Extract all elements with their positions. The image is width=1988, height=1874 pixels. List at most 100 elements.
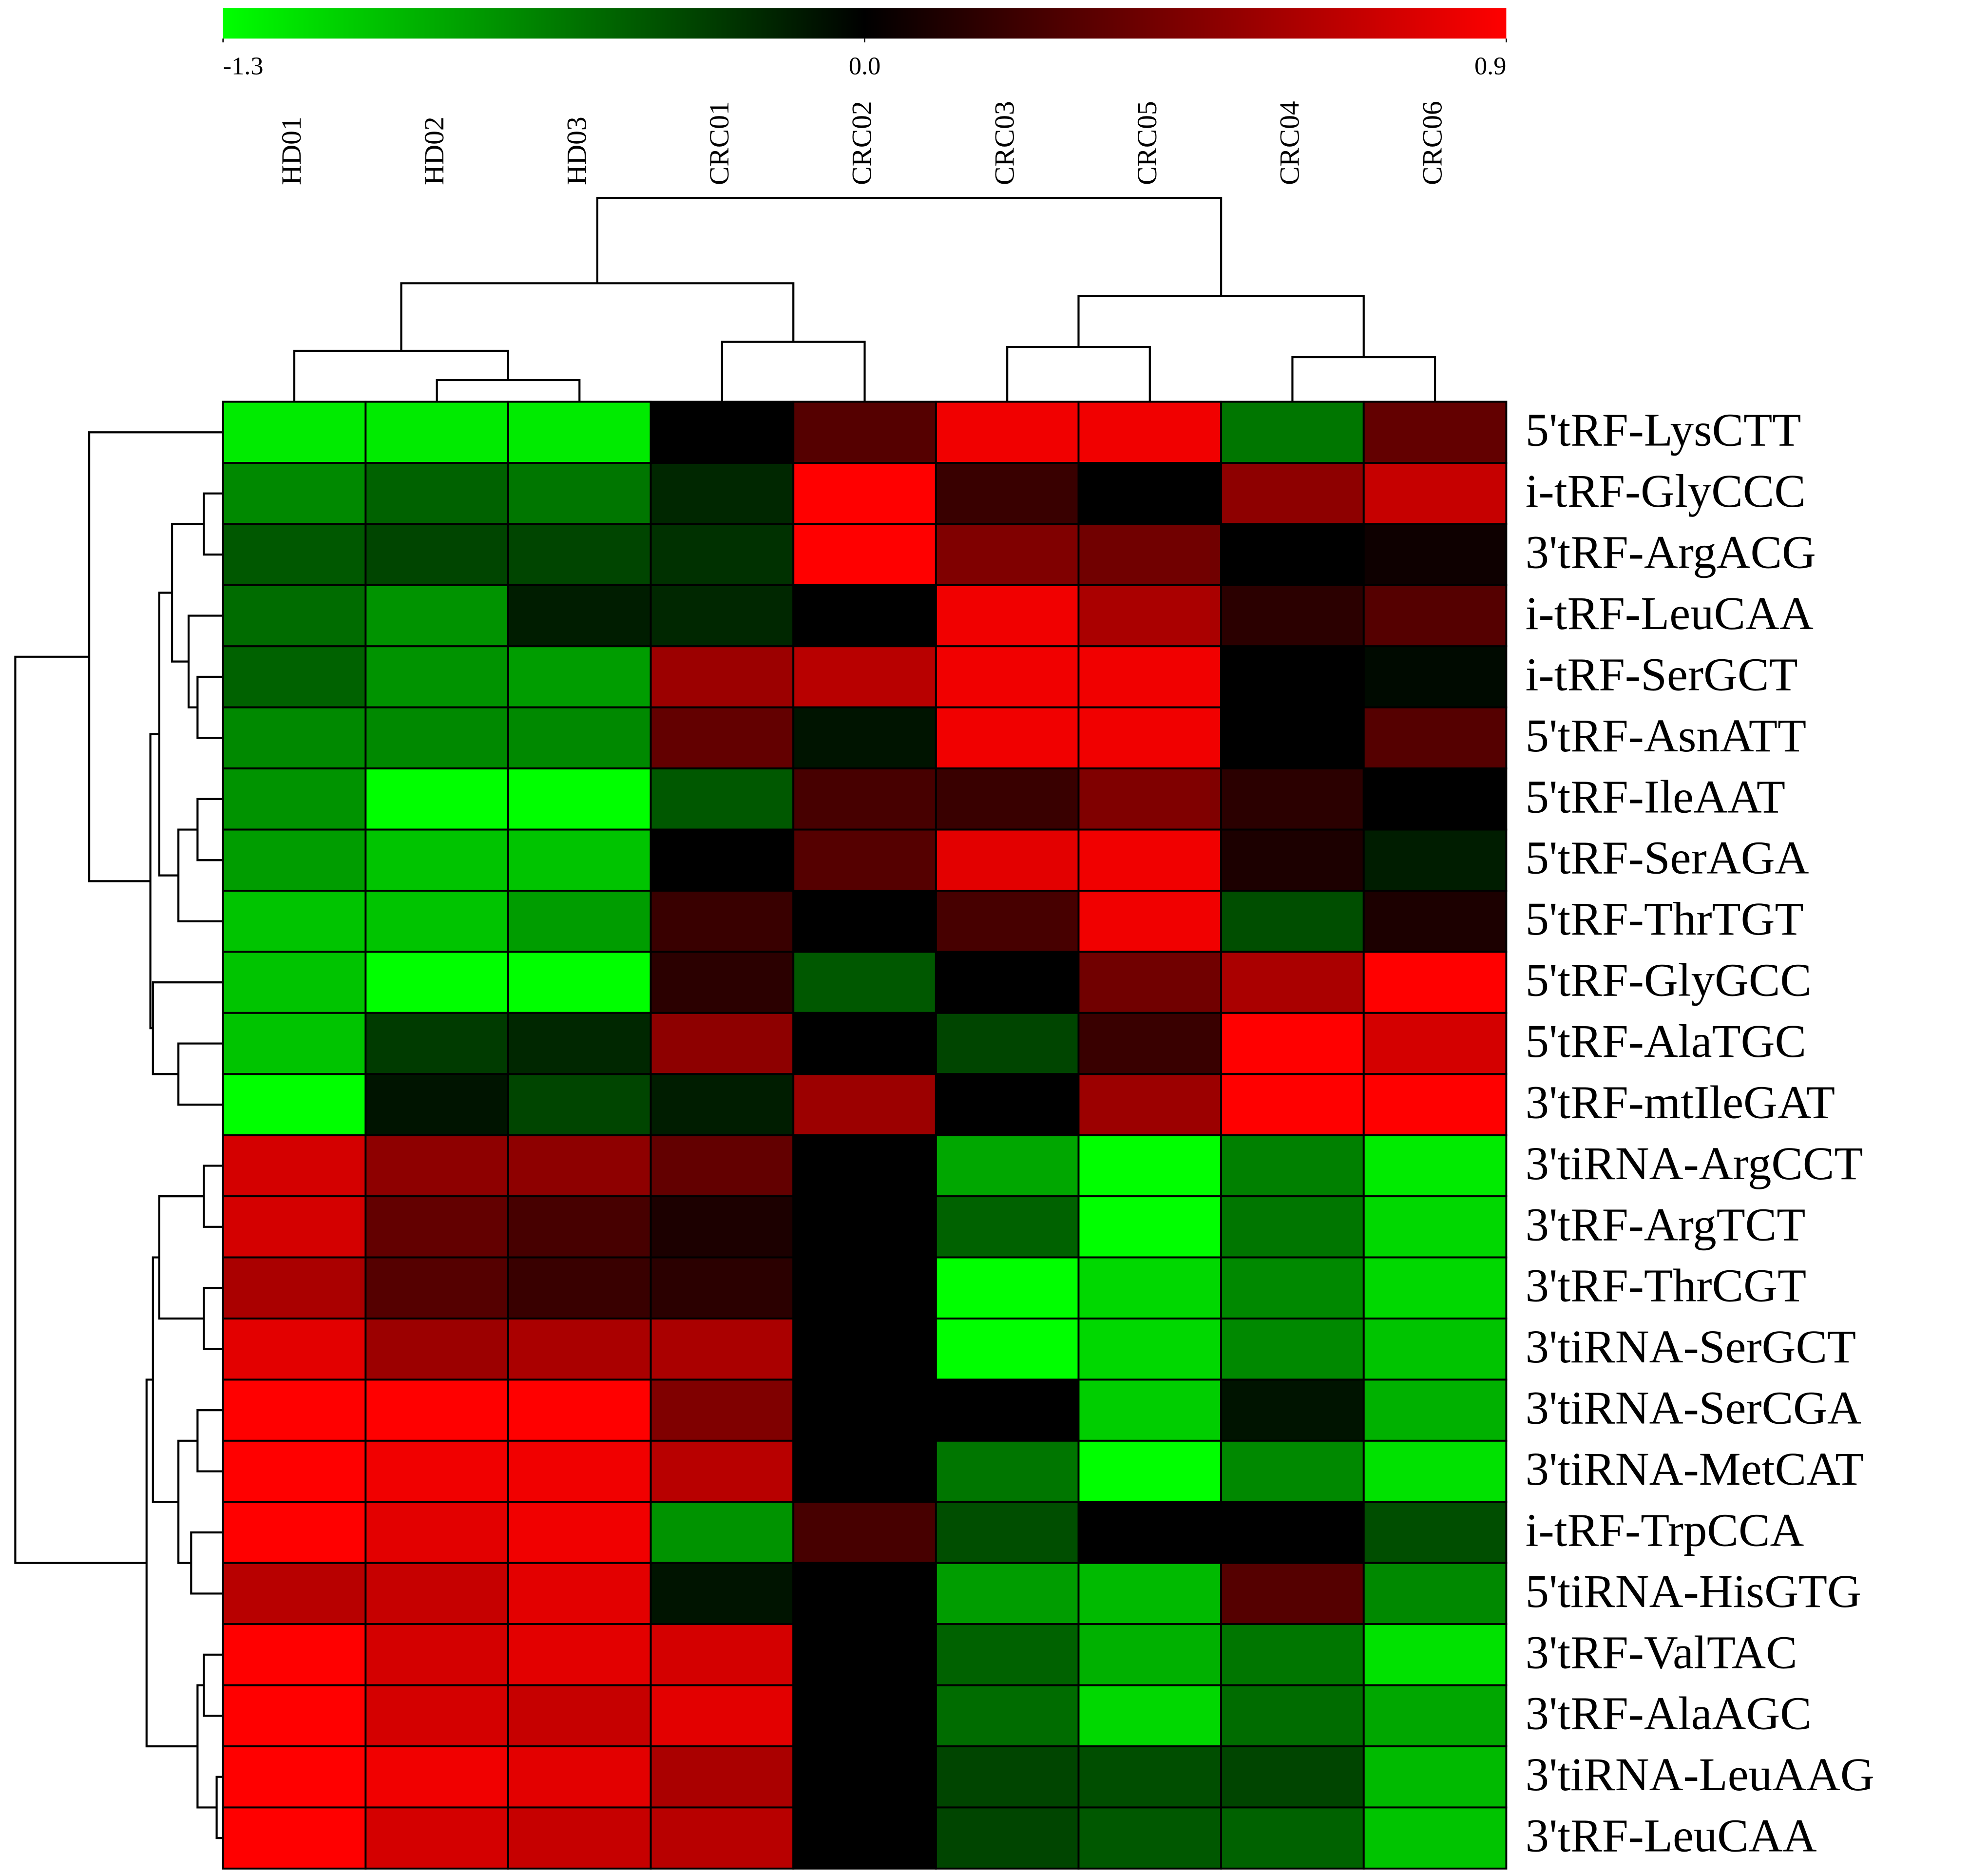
heat-cell bbox=[1077, 1012, 1223, 1075]
heat-cell bbox=[507, 767, 652, 831]
heat-cell bbox=[1220, 951, 1365, 1014]
heat-cell bbox=[364, 828, 509, 892]
column-label: HD01 bbox=[276, 116, 307, 185]
heat-cell bbox=[507, 1501, 652, 1564]
heat-cell bbox=[792, 401, 937, 464]
heat-cell bbox=[1362, 1806, 1508, 1870]
heat-cell bbox=[222, 462, 367, 525]
heat-cell bbox=[650, 1745, 795, 1809]
dendrogram-branch bbox=[177, 1439, 198, 1564]
heat-cell bbox=[1220, 523, 1365, 586]
heat-cell bbox=[222, 523, 367, 586]
dendrogram-branch bbox=[158, 1195, 204, 1320]
heat-cell bbox=[222, 951, 367, 1014]
column-label: CRC01 bbox=[704, 101, 735, 185]
heat-cell bbox=[935, 1806, 1080, 1870]
heat-cell bbox=[792, 1745, 937, 1809]
row-label: 5'tRF-AlaTGC bbox=[1526, 1015, 1806, 1067]
heat-cell bbox=[1220, 401, 1365, 464]
heat-cell bbox=[364, 951, 509, 1014]
heat-cell bbox=[1362, 890, 1508, 953]
heat-cell bbox=[507, 1318, 652, 1381]
heat-cell bbox=[364, 1562, 509, 1625]
heat-cell bbox=[1362, 706, 1508, 770]
heat-cell bbox=[222, 1195, 367, 1259]
heat-cell bbox=[1077, 1501, 1223, 1564]
heat-cell bbox=[1362, 1012, 1508, 1075]
heat-cell bbox=[935, 890, 1080, 953]
heat-cell bbox=[222, 1378, 367, 1442]
heat-cell bbox=[1362, 1256, 1508, 1319]
heat-cell bbox=[1220, 1012, 1365, 1075]
heat-cell bbox=[1077, 523, 1223, 586]
heat-cell bbox=[935, 1134, 1080, 1198]
heat-cell bbox=[792, 645, 937, 708]
row-label: 5'tRF-LysCTT bbox=[1526, 404, 1801, 456]
heat-cell bbox=[1077, 1439, 1223, 1503]
heat-cell bbox=[1077, 401, 1223, 464]
heat-cell bbox=[364, 706, 509, 770]
row-label: 3'tRF-ArgTCT bbox=[1526, 1198, 1806, 1250]
heat-cell bbox=[1077, 828, 1223, 892]
heat-cell bbox=[364, 1684, 509, 1747]
heat-cell bbox=[1362, 645, 1508, 708]
heat-cell bbox=[650, 951, 795, 1014]
heat-cell bbox=[507, 401, 652, 464]
heat-cell bbox=[364, 1256, 509, 1319]
heat-cell bbox=[650, 890, 795, 953]
heat-cell bbox=[222, 1806, 367, 1870]
heat-cell bbox=[1220, 1684, 1365, 1747]
heat-cell bbox=[364, 890, 509, 953]
column-label: HD03 bbox=[561, 116, 592, 185]
row-label: 3'tRF-LeuCAA bbox=[1526, 1810, 1817, 1862]
column-label: HD02 bbox=[419, 116, 450, 185]
heat-cell bbox=[1220, 645, 1365, 708]
heat-cell bbox=[1362, 951, 1508, 1014]
dendrogram-branch bbox=[196, 798, 223, 861]
heat-cell bbox=[935, 1684, 1080, 1747]
heat-cell bbox=[364, 1073, 509, 1136]
heat-cell bbox=[364, 401, 509, 464]
heat-cell bbox=[1362, 401, 1508, 464]
dendrogram-branch bbox=[152, 1256, 179, 1503]
heat-cell bbox=[222, 828, 367, 892]
row-label: 3'tiRNA-SerCGA bbox=[1526, 1382, 1861, 1434]
heat-cell bbox=[1077, 1745, 1223, 1809]
heat-cell bbox=[935, 951, 1080, 1014]
heat-cell bbox=[1362, 1745, 1508, 1809]
heat-cell bbox=[222, 706, 367, 770]
heat-cell bbox=[650, 523, 795, 586]
heat-cell bbox=[507, 523, 652, 586]
heat-cell bbox=[1220, 706, 1365, 770]
dendrogram-branch bbox=[14, 655, 147, 1564]
heat-cell bbox=[1077, 1073, 1223, 1136]
heat-cell bbox=[792, 1318, 937, 1381]
heat-cell bbox=[935, 1378, 1080, 1442]
column-label: CRC03 bbox=[989, 101, 1020, 185]
row-label: 5'tRF-GlyGCC bbox=[1526, 954, 1812, 1006]
heat-cell bbox=[1077, 584, 1223, 648]
heat-cell bbox=[650, 1256, 795, 1319]
colorbar bbox=[223, 8, 1507, 39]
heat-cell bbox=[650, 1318, 795, 1381]
heat-cell bbox=[935, 706, 1080, 770]
heat-cell bbox=[1077, 645, 1223, 708]
heat-cell bbox=[1362, 1501, 1508, 1564]
dendrogram-branch bbox=[293, 349, 510, 402]
heat-cell bbox=[507, 828, 652, 892]
heat-cell bbox=[650, 1073, 795, 1136]
heat-cell bbox=[1362, 1073, 1508, 1136]
row-label: i-tRF-LeuCAA bbox=[1526, 587, 1814, 639]
heat-cell bbox=[1362, 1562, 1508, 1625]
heat-cell bbox=[792, 767, 937, 831]
heat-cell bbox=[792, 462, 937, 525]
heat-cell bbox=[650, 828, 795, 892]
heat-cell bbox=[1077, 1195, 1223, 1259]
heat-cell bbox=[364, 1501, 509, 1564]
heat-cell bbox=[792, 1195, 937, 1259]
heat-cell bbox=[792, 890, 937, 953]
row-label: 5'tRF-ThrTGT bbox=[1526, 893, 1804, 945]
heat-cell bbox=[935, 584, 1080, 648]
